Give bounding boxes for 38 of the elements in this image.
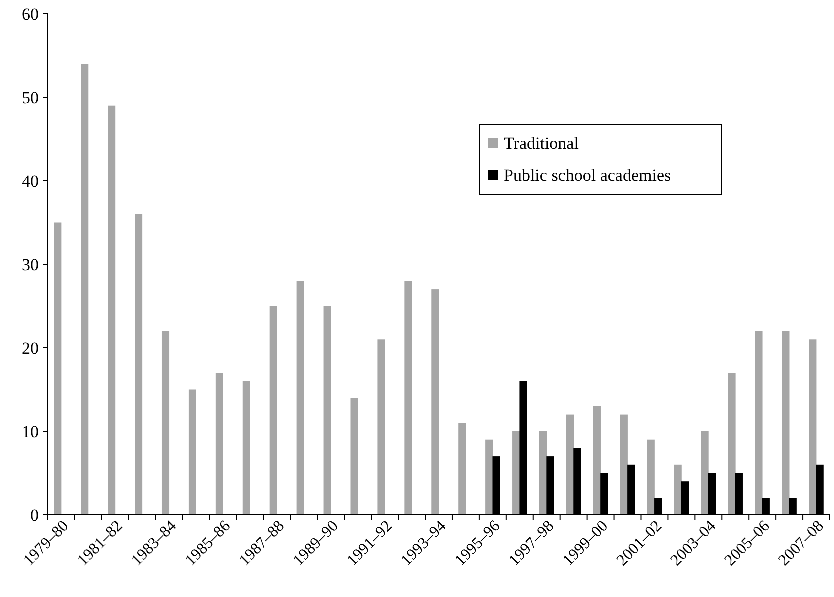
y-tick-label: 0 [30,506,39,525]
bar [270,306,278,515]
bar [782,331,790,515]
bar [674,464,682,515]
bar [81,64,89,515]
y-tick-label: 30 [22,255,39,274]
bar [593,406,601,515]
y-tick-label: 20 [22,338,39,358]
bar [108,106,116,515]
legend-label: Traditional [504,134,580,153]
bar [296,281,304,515]
y-tick-label: 60 [22,4,39,24]
bar [188,390,196,515]
bar [54,222,62,515]
bar [242,381,250,515]
bar [162,331,170,515]
bar [755,331,763,515]
bar [566,414,574,515]
y-tick-label: 50 [22,88,39,108]
bar [728,373,736,515]
bar [809,340,817,515]
bar [540,432,548,515]
bar [324,306,332,515]
y-tick-label: 40 [22,172,39,191]
bar [216,373,224,515]
y-tick-label: 10 [22,422,39,442]
legend-label: Public school academies [504,166,672,185]
bar [378,340,386,515]
bar [701,432,709,515]
bar [458,423,466,515]
bar [135,214,143,515]
bar [486,440,494,515]
bar [647,440,655,515]
bar [620,414,628,515]
bar [350,398,358,515]
bar [404,281,412,515]
bar [512,432,520,515]
bar [432,290,440,515]
